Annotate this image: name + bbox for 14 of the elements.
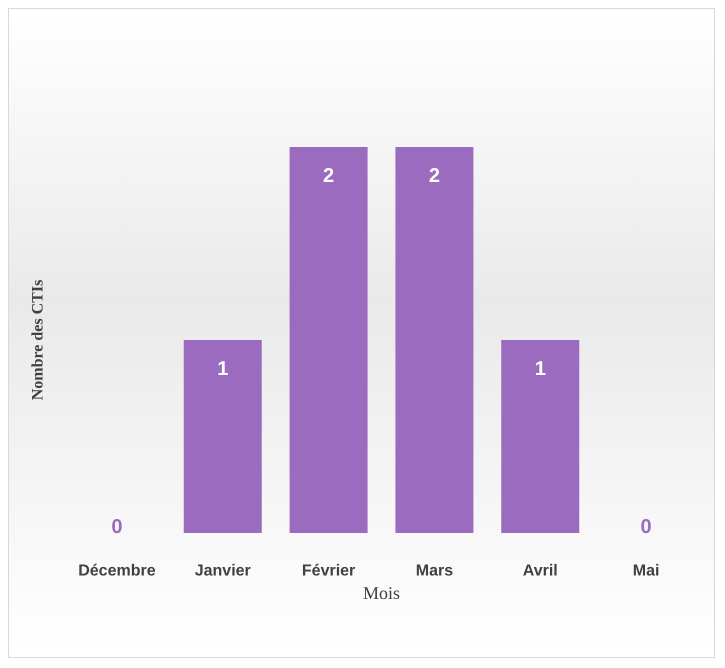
- x-tick-label: Février: [302, 562, 356, 580]
- data-label: 1: [217, 358, 228, 380]
- data-label: 1: [534, 358, 546, 380]
- data-label: 2: [428, 165, 440, 187]
- x-tick-label: Décembre: [78, 562, 156, 580]
- data-label: 2: [323, 165, 334, 187]
- x-tick-label: Mai: [632, 562, 660, 580]
- x-tick-label: Janvier: [194, 562, 251, 580]
- data-label: 0: [640, 516, 652, 538]
- y-axis-title: Nombre des CTIs: [30, 280, 46, 400]
- x-axis-title: Mois: [362, 582, 400, 603]
- data-label: 0: [111, 516, 122, 538]
- x-tick-label: Mars: [416, 562, 454, 580]
- x-tick-label: Avril: [522, 562, 558, 580]
